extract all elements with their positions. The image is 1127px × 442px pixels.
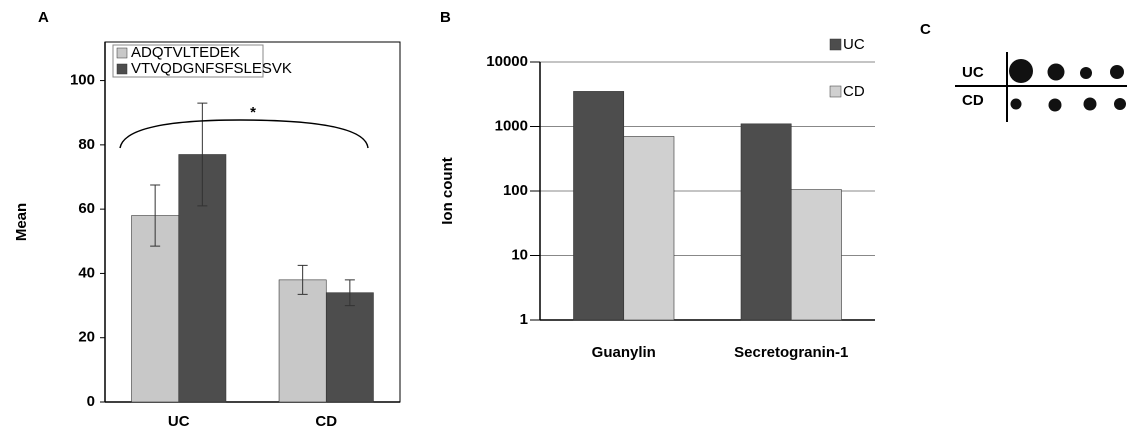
blot-panel: C UC CD [920, 21, 1127, 122]
bar [791, 190, 841, 320]
x-tick-label: UC [168, 413, 190, 430]
x-tick-label: Secretogranin-1 [734, 344, 848, 361]
row-label: CD [962, 92, 984, 109]
panel-label: B [440, 9, 451, 26]
legend-label: VTVQDGNFSFSLESVK [131, 60, 292, 77]
blot-dot [1011, 99, 1022, 110]
legend-label: ADQTVLTEDEK [131, 44, 240, 61]
legend-label: UC [843, 36, 865, 53]
y-tick-label: 60 [78, 200, 95, 217]
blot-dot [1009, 59, 1033, 83]
blot-dot [1049, 99, 1062, 112]
y-axis-label: Ion count [439, 157, 456, 225]
y-tick-label: 10 [511, 246, 528, 263]
legend-swatch [117, 64, 127, 74]
legend-swatch [830, 86, 841, 97]
y-tick-label: 0 [87, 393, 95, 410]
panel-label: C [920, 21, 931, 38]
panel-label: A [38, 9, 49, 26]
bar [279, 280, 326, 402]
legend-swatch [117, 48, 127, 58]
y-axis-label: Mean [13, 203, 30, 241]
blot-dot [1048, 64, 1065, 81]
bar [326, 293, 373, 402]
blot-dot [1080, 67, 1092, 79]
y-tick-label: 10000 [486, 53, 528, 70]
bar [574, 91, 624, 320]
legend-swatch [830, 39, 841, 50]
significance-brace [120, 120, 368, 148]
y-tick-label: 80 [78, 136, 95, 153]
annotation: * [250, 104, 256, 121]
y-tick-label: 100 [503, 182, 528, 199]
legend-label: CD [843, 83, 865, 100]
figure: C UC CD A Mean 0 20 40 60 80 100 UC CD ADQTVLTEDEK… [0, 0, 1127, 437]
row-label: UC [962, 64, 984, 81]
y-tick-label: 40 [78, 264, 95, 281]
blot-dot [1084, 98, 1097, 111]
x-tick-label: Guanylin [592, 344, 656, 361]
y-tick-label: 1 [520, 311, 528, 328]
bar [624, 136, 674, 320]
blot-dot [1114, 98, 1126, 110]
y-tick-label: 1000 [495, 117, 528, 134]
y-tick-label: 100 [70, 72, 95, 89]
y-tick-label: 20 [78, 329, 95, 346]
blot-dot [1110, 65, 1124, 79]
x-tick-label: CD [315, 413, 337, 430]
bar [741, 124, 791, 320]
